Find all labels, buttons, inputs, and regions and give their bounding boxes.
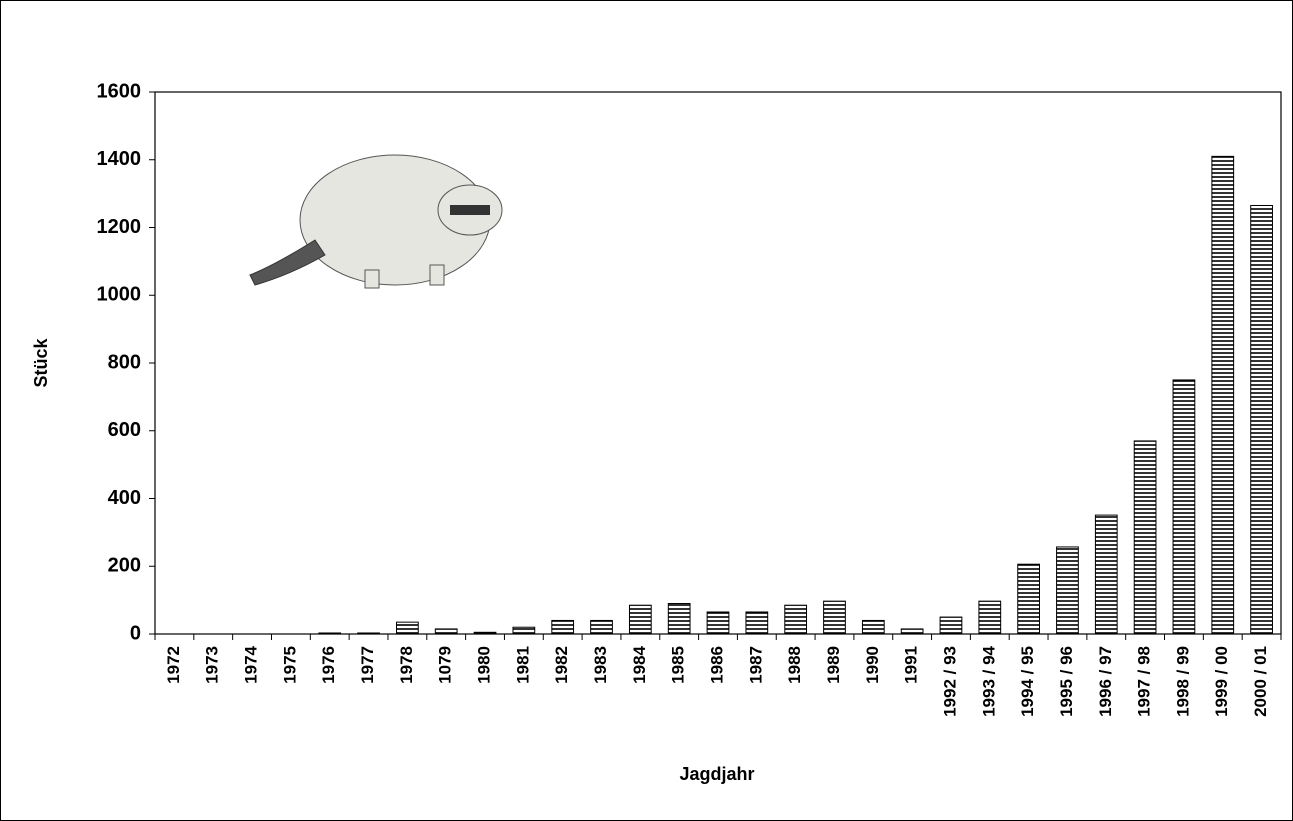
y-tick-label: 1400	[97, 148, 142, 170]
x-tick-label: 1978	[397, 646, 416, 684]
x-tick-label: 1984	[630, 645, 649, 683]
x-tick-label: 1982	[552, 646, 571, 684]
x-tick-label: 1983	[591, 646, 610, 684]
x-tick-label: 1976	[319, 646, 338, 684]
x-axis-label: Jagdjahr	[679, 764, 754, 784]
bar	[434, 628, 458, 635]
y-tick-label: 0	[130, 622, 141, 644]
x-tick-label: 1990	[863, 646, 882, 684]
x-tick-label: 1991	[902, 646, 921, 684]
y-tick-label: 1200	[97, 216, 142, 238]
y-tick-label: 1600	[97, 80, 142, 102]
x-tick-label: 1974	[242, 645, 261, 683]
x-tick-label: 1989	[824, 646, 843, 684]
x-tick-label: 1981	[513, 646, 532, 684]
x-tick-label: 1973	[203, 646, 222, 684]
bar	[357, 632, 380, 635]
bar	[939, 616, 963, 635]
bar	[900, 628, 924, 635]
x-tick-label: 1987	[746, 646, 765, 684]
bar	[473, 631, 497, 635]
bar	[1017, 563, 1040, 635]
bar	[1094, 514, 1118, 635]
bar	[823, 600, 846, 635]
x-tick-label: 2000 / 01	[1251, 646, 1270, 717]
y-axis-label: Stück	[31, 338, 51, 388]
bar	[628, 604, 652, 635]
x-tick-label: 1975	[280, 646, 299, 684]
x-tick-label: 1999 / 00	[1212, 646, 1231, 717]
x-tick-label: 1985	[669, 646, 688, 684]
bar	[590, 619, 613, 635]
bar	[706, 611, 730, 635]
x-tick-label: 1988	[785, 646, 804, 684]
bar	[396, 621, 419, 635]
bar	[1172, 379, 1196, 635]
x-tick-label: 1995 / 96	[1057, 646, 1076, 717]
y-tick-label: 200	[108, 555, 141, 577]
x-tick-label: 1997 / 98	[1135, 646, 1154, 717]
y-tick-label: 1000	[97, 284, 142, 306]
bar	[745, 611, 769, 635]
bar	[1056, 546, 1079, 635]
y-tick-label: 800	[108, 351, 141, 373]
x-tick-label: 1079	[436, 646, 455, 684]
bar	[551, 619, 575, 635]
bar	[667, 603, 691, 635]
y-tick-label: 400	[108, 487, 141, 509]
x-tick-label: 1986	[707, 646, 726, 684]
x-tick-label: 1992 / 93	[940, 646, 959, 717]
x-tick-label: 1993 / 94	[979, 645, 998, 716]
x-tick-label: 1996 / 97	[1096, 646, 1115, 717]
raccoon-illustration	[249, 154, 503, 289]
x-tick-label: 1977	[358, 646, 377, 684]
bar	[1211, 155, 1235, 635]
bar	[784, 604, 808, 635]
bar	[861, 619, 885, 635]
bar	[512, 626, 536, 635]
bar	[978, 600, 1002, 635]
x-tick-label: 1980	[475, 646, 494, 684]
bar	[1133, 440, 1157, 635]
x-tick-label: 1994 / 95	[1018, 646, 1037, 717]
x-tick-label: 1972	[164, 646, 183, 684]
x-tick-label: 1998 / 99	[1173, 646, 1192, 717]
y-tick-label: 600	[108, 419, 141, 441]
bar	[1250, 204, 1273, 635]
bar	[318, 632, 342, 635]
